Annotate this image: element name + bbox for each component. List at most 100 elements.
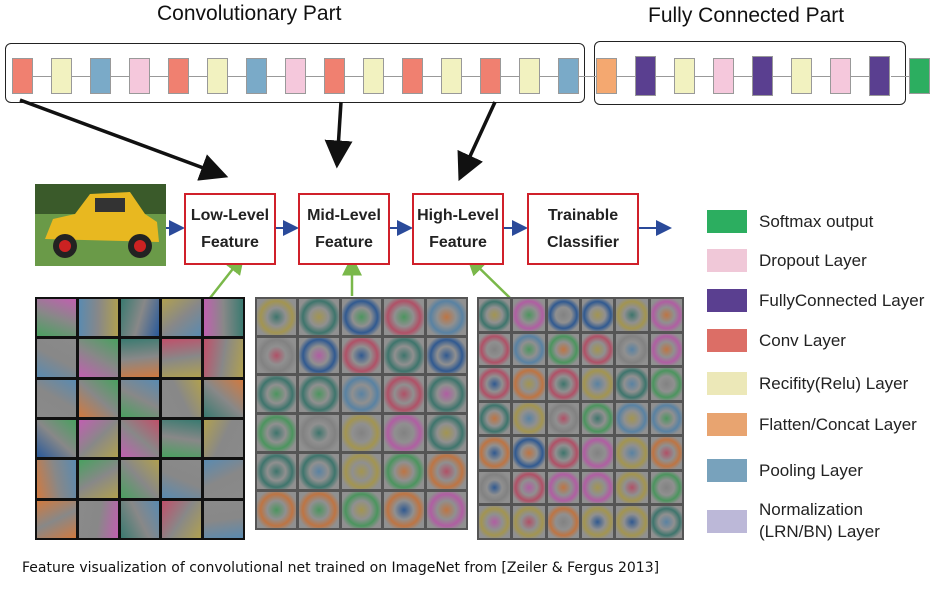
feature-tile: [384, 415, 424, 451]
conv-part-title: Convolutionary Part: [157, 2, 342, 25]
legend-item: Normalization (LRN/BN) Layer: [707, 499, 880, 543]
legend-label: Recifity(Relu) Layer: [759, 373, 909, 393]
feature-tile: [582, 368, 614, 400]
feature-tile: [37, 339, 76, 377]
feature-tile: [257, 299, 297, 335]
feature-tile: [616, 333, 648, 366]
layer-connector: [345, 76, 363, 77]
layer-connector: [501, 76, 519, 77]
legend-item: FullyConnected Layer: [707, 289, 924, 312]
feature-tile: [650, 437, 682, 469]
layer-connector: [462, 76, 480, 77]
feature-tile: [479, 368, 511, 400]
feature-tile: [162, 460, 202, 498]
feature-tile: [479, 299, 511, 331]
feature-tile: [299, 492, 339, 528]
legend-label: FullyConnected Layer: [759, 290, 925, 310]
feature-tile: [120, 500, 160, 538]
feature-tile: [204, 379, 243, 417]
layer-connector: [306, 76, 324, 77]
feature-tile: [547, 471, 579, 504]
high-level-feature-grid: [477, 297, 684, 540]
feature-tile: [547, 437, 579, 469]
feature-tile: [650, 299, 682, 331]
legend-swatch: [707, 289, 747, 312]
layer-connector: [33, 76, 51, 77]
pointer-arrow-mid: [324, 101, 353, 169]
feature-tile: [299, 453, 339, 490]
feature-tile: [257, 376, 297, 412]
feature-tile: [204, 500, 243, 538]
feature-tile: [547, 299, 579, 331]
layer-connector: [540, 76, 558, 77]
layer-conv: [402, 58, 423, 94]
feature-tile: [257, 492, 297, 528]
legend-swatch: [707, 210, 747, 233]
feature-tile: [299, 299, 339, 335]
feature-tile: [513, 333, 545, 366]
feature-tile: [513, 471, 545, 504]
layer-pool: [90, 58, 111, 94]
layer-connector: [72, 76, 90, 77]
feature-tile: [204, 460, 243, 498]
stage-line2: Feature: [315, 234, 373, 251]
layer-connector: [578, 76, 596, 77]
feature-tile: [162, 500, 202, 538]
feature-tile: [426, 415, 466, 451]
feature-tile: [616, 299, 648, 331]
feature-tile: [513, 506, 545, 538]
layer-fc: [635, 56, 656, 96]
stage-box: High-Level Feature: [412, 193, 504, 265]
feature-tile: [616, 506, 648, 538]
car-image: [35, 184, 166, 266]
feature-tile: [650, 506, 682, 538]
stage-line1: Mid-Level: [307, 207, 381, 224]
feature-tile: [547, 368, 579, 400]
layer-connector: [851, 76, 869, 77]
feature-tile: [120, 339, 160, 377]
layer-dropout: [713, 58, 734, 94]
layer-connector: [812, 76, 830, 77]
layer-relu: [207, 58, 228, 94]
feature-tile: [78, 500, 118, 538]
legend-item: Softmax output: [707, 210, 873, 233]
layer-connector: [423, 76, 441, 77]
feature-tile: [341, 492, 382, 528]
layer-relu: [363, 58, 384, 94]
legend-item: Dropout Layer: [707, 249, 867, 272]
feature-tile: [616, 402, 648, 435]
feature-tile: [384, 337, 424, 374]
feature-tile: [547, 402, 579, 435]
feature-tile: [479, 471, 511, 504]
layer-connector: [111, 76, 129, 77]
layer-connector: [384, 76, 402, 77]
feature-tile: [204, 419, 243, 458]
feature-tile: [257, 415, 297, 451]
mid-level-feature-grid: [255, 297, 468, 530]
feature-tile: [426, 337, 466, 374]
feature-tile: [78, 379, 118, 417]
feature-tile: [37, 460, 76, 498]
feature-tile: [299, 376, 339, 412]
feature-tile: [513, 368, 545, 400]
feature-tile: [341, 376, 382, 412]
legend-label: Normalization (LRN/BN) Layer: [759, 500, 880, 541]
feature-tile: [299, 337, 339, 374]
feature-tile: [341, 415, 382, 451]
pointer-arrow-high: [457, 101, 497, 182]
feature-tile: [120, 419, 160, 458]
feature-tile: [582, 402, 614, 435]
feature-tile: [341, 453, 382, 490]
layer-relu: [519, 58, 540, 94]
feature-tile: [479, 333, 511, 366]
layer-connector: [891, 76, 909, 77]
feature-tile: [616, 437, 648, 469]
stage-line2: Feature: [201, 234, 259, 251]
feature-tile: [204, 339, 243, 377]
stage-line2: Classifier: [546, 234, 620, 251]
layer-flatten: [596, 58, 617, 94]
feature-tile: [426, 376, 466, 412]
feature-tile: [257, 337, 297, 374]
feature-tile: [120, 460, 160, 498]
feature-tile: [426, 299, 466, 335]
